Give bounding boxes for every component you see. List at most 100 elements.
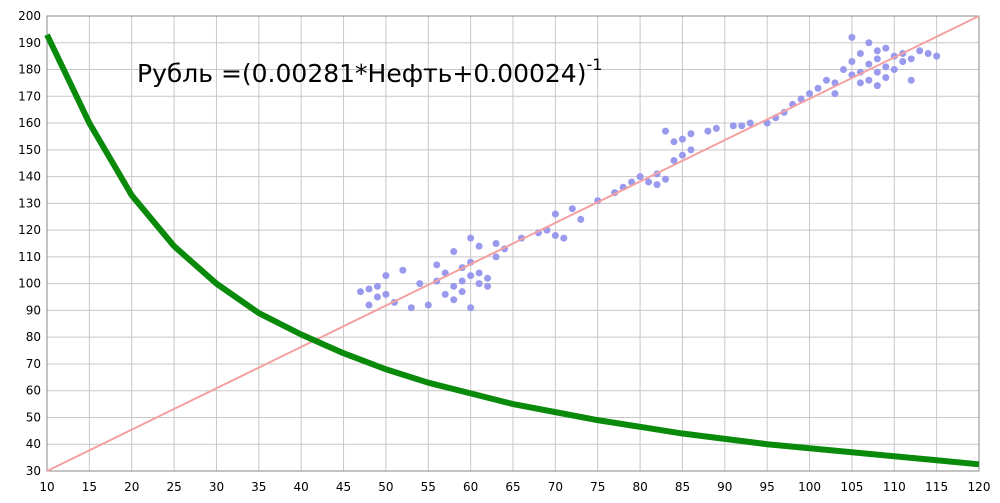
x-tick-label: 75 (590, 480, 605, 494)
scatter-point (882, 74, 890, 82)
y-tick-label: 110 (18, 250, 41, 264)
x-tick-label: 105 (840, 480, 863, 494)
x-tick-label: 40 (294, 480, 309, 494)
scatter-point (873, 47, 881, 55)
x-tick-label: 80 (632, 480, 647, 494)
scatter-point (467, 234, 475, 242)
scatter-point (704, 127, 712, 135)
scatter-point (560, 234, 568, 242)
scatter-point (873, 68, 881, 76)
scatter-point (636, 173, 644, 181)
scatter-point (551, 210, 559, 218)
scatter-point (856, 49, 864, 57)
y-tick-label: 130 (18, 196, 41, 210)
scatter-point (373, 282, 381, 290)
scatter-point (492, 240, 500, 247)
y-tick-label: 120 (18, 223, 41, 237)
scatter-point (746, 119, 754, 127)
scatter-point (356, 288, 364, 296)
x-tick-label: 50 (378, 480, 393, 494)
scatter-point (738, 122, 746, 130)
y-tick-label: 70 (26, 357, 41, 371)
y-tick-label: 170 (18, 89, 41, 103)
y-tick-label: 50 (26, 410, 41, 424)
scatter-point (450, 296, 458, 304)
x-tick-label: 20 (124, 480, 139, 494)
x-tick-label: 35 (251, 480, 266, 494)
scatter-point (450, 248, 458, 256)
y-tick-label: 180 (18, 63, 41, 77)
y-tick-label: 190 (18, 36, 41, 50)
scatter-point (450, 282, 458, 290)
scatter-point (814, 84, 822, 92)
scatter-point (475, 242, 483, 250)
scatter-point (373, 293, 381, 301)
scatter-point (856, 79, 864, 87)
scatter-point (670, 157, 678, 165)
y-tick-label: 200 (18, 9, 41, 23)
scatter-point (839, 66, 847, 74)
scatter-point (662, 175, 670, 183)
scatter-point (382, 290, 390, 298)
x-tick-label: 15 (82, 480, 97, 494)
x-tick-label: 110 (883, 480, 906, 494)
y-tick-label: 100 (18, 277, 41, 291)
x-tick-label: 25 (166, 480, 181, 494)
plot-frame (46, 15, 980, 472)
scatter-point (848, 58, 856, 65)
scatter-point (458, 277, 466, 285)
scatter-point (484, 274, 492, 282)
y-tick-label: 90 (26, 303, 41, 317)
y-tick-label: 60 (26, 384, 41, 398)
scatter-point (475, 280, 483, 288)
scatter-point (365, 301, 373, 309)
scatter-point (407, 304, 415, 312)
scatter-point (873, 82, 881, 90)
scatter-point (653, 181, 661, 189)
scatter-point (382, 272, 390, 280)
x-tick-label: 120 (968, 480, 991, 494)
scatter-point (568, 205, 576, 213)
scatter-point (865, 76, 873, 84)
y-tick-label: 30 (26, 464, 41, 478)
scatter-point (424, 301, 432, 309)
x-tick-label: 60 (463, 480, 478, 494)
scatter-point (729, 122, 737, 130)
scatter-point (933, 52, 941, 60)
scatter-point (441, 290, 449, 298)
line-series (44, 33, 980, 468)
scatter-point (670, 138, 678, 146)
scatter-point (475, 269, 483, 277)
x-tick-label: 55 (421, 480, 436, 494)
scatter-point (806, 90, 814, 98)
scatter-point (848, 33, 856, 41)
annotation: Рубль =(0.00281*Нефть+0.00024)-1 (137, 55, 602, 88)
scatter-point (882, 44, 890, 52)
scatter-point (433, 261, 441, 269)
scatter-point (467, 304, 475, 312)
scatter-point (907, 55, 915, 63)
scatter-point (467, 272, 475, 280)
scatter-point (797, 95, 805, 103)
scatter-point (907, 76, 915, 84)
scatter-point (458, 288, 466, 296)
formula-exponent: -1 (586, 55, 602, 74)
x-tick-label: 100 (798, 480, 821, 494)
scatter-point (399, 266, 407, 274)
scatter-point (492, 253, 500, 261)
scatter-point (882, 63, 890, 71)
x-tick-label: 85 (675, 480, 690, 494)
scatter-point (865, 60, 873, 68)
scatter-point (873, 55, 881, 63)
x-tick-label: 30 (209, 480, 224, 494)
x-tick-label: 90 (717, 480, 732, 494)
scatter-point (645, 178, 653, 186)
y-tick-label: 80 (26, 330, 41, 344)
scatter-point (687, 146, 695, 154)
line-series (46, 15, 980, 472)
scatter-point (890, 66, 898, 74)
y-tick-label: 150 (18, 143, 41, 157)
scatter-point (916, 47, 924, 55)
scatter-point (577, 215, 585, 223)
